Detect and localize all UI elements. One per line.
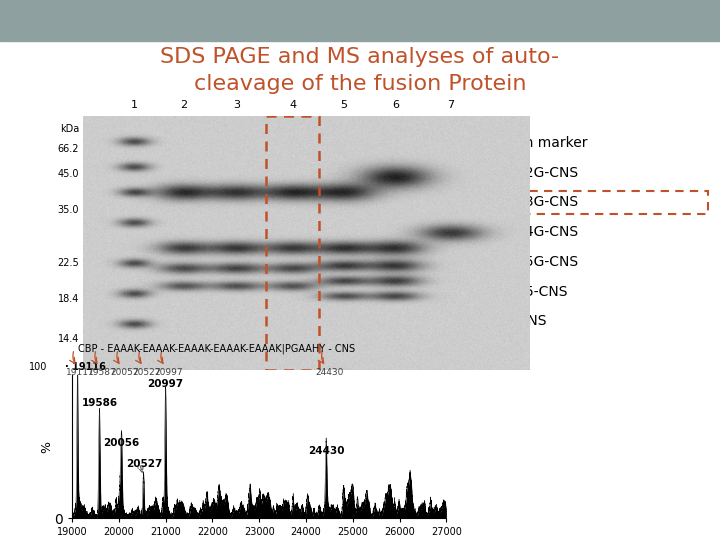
Bar [0,0,720,40]
Text: 24430: 24430 [315,368,343,377]
Text: 4: 4 [289,99,296,110]
Text: 20997: 20997 [154,368,183,377]
Text: Lane 2: CBP-V2G-CNS: Lane 2: CBP-V2G-CNS [428,166,579,180]
Text: Lane 5: CBP-V5G-CNS: Lane 5: CBP-V5G-CNS [428,255,579,269]
Text: 19117: 19117 [66,368,95,377]
Text: 3: 3 [233,99,240,110]
Text: 1: 1 [130,99,138,110]
Text: 2: 2 [180,99,186,110]
Text: SDS PAGE and MS analyses of auto-: SDS PAGE and MS analyses of auto- [161,46,559,67]
Text: 5: 5 [341,99,348,110]
Text: 45.0: 45.0 [58,170,79,179]
Text: Lane 4: CBP-V4G-CNS: Lane 4: CBP-V4G-CNS [428,225,579,239]
Text: · 19116: · 19116 [65,362,105,373]
Text: Lane 1: protein marker: Lane 1: protein marker [428,136,588,150]
Text: 24430: 24430 [308,446,344,456]
Text: 66.2: 66.2 [58,144,79,154]
Text: Lane 6: CBP-V5-CNS: Lane 6: CBP-V5-CNS [428,285,568,299]
Text: Lane 3: CBP-V3G-CNS: Lane 3: CBP-V3G-CNS [428,195,579,210]
Y-axis label: %: % [40,441,53,453]
Text: 19587: 19587 [89,368,117,377]
Text: 35.0: 35.0 [58,205,79,215]
Text: Lane 7: V5G-CNS: Lane 7: V5G-CNS [428,314,547,328]
Text: 20997: 20997 [148,379,184,389]
Text: 20057: 20057 [110,368,139,377]
Text: 7: 7 [448,99,454,110]
Bar [420,191,708,214]
Text: 18.4: 18.4 [58,294,79,304]
Bar [266,116,320,370]
Text: 19586: 19586 [81,399,117,408]
Text: CBP - EAAAK-EAAAK-EAAAK-EAAAK-EAAAK|PGAAHY - CNS: CBP - EAAAK-EAAAK-EAAAK-EAAAK-EAAAK|PGAA… [78,344,356,354]
Text: cleavage of the fusion Protein: cleavage of the fusion Protein [194,73,526,94]
Text: 6: 6 [392,99,399,110]
Text: 20527: 20527 [132,368,161,377]
Text: 20056: 20056 [103,438,140,448]
Text: 100: 100 [30,362,48,373]
Text: 20527: 20527 [126,460,162,469]
Text: kDa: kDa [60,124,79,134]
Text: 22.5: 22.5 [58,258,79,268]
Text: 14.4: 14.4 [58,334,79,345]
